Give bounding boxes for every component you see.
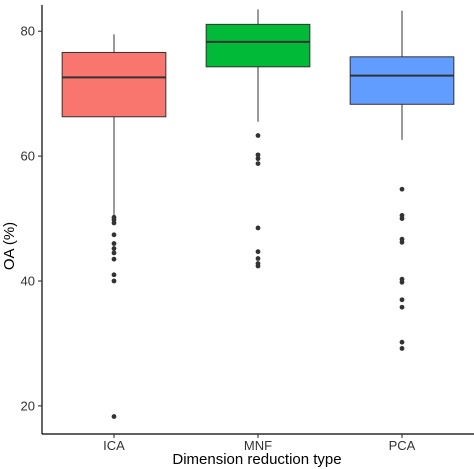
outlier-point [111, 278, 117, 284]
outlier-point [399, 216, 405, 221]
x-tick-label: PCA [389, 438, 416, 453]
outlier-point [255, 225, 261, 231]
box-ica [61, 34, 167, 419]
outlier-point [399, 279, 405, 285]
outlier-point [255, 133, 261, 138]
outlier-point [399, 297, 405, 303]
outlier-point [399, 304, 405, 310]
y-tick-label: 60 [21, 149, 35, 164]
x-tick-label: ICA [103, 438, 125, 453]
outlier-point [111, 414, 117, 419]
outlier-point [255, 161, 261, 167]
y-tick-label: 40 [21, 274, 35, 289]
outlier-point [255, 249, 261, 255]
outlier-point [111, 250, 117, 256]
box-rect [349, 56, 455, 105]
outlier-point [255, 256, 261, 261]
outlier-point [255, 156, 261, 162]
box-pca [349, 10, 455, 351]
box-rect [205, 23, 311, 68]
outlier-point [111, 232, 117, 238]
box-mnf [205, 9, 311, 269]
y-tick-label: 20 [21, 398, 35, 413]
x-axis-title: Dimension reduction type [172, 451, 341, 468]
outlier-point [255, 263, 261, 269]
outlier-point [399, 346, 405, 351]
outlier-point [399, 186, 405, 192]
outlier-point [399, 339, 405, 345]
y-tick-label: 80 [21, 24, 35, 39]
x-axis-ticks: ICA MNF PCA [103, 434, 416, 453]
y-axis-ticks: 20 40 60 80 [21, 24, 42, 413]
x-tick-label: MNF [244, 438, 272, 453]
outlier-point [399, 239, 405, 245]
box-rect [61, 51, 167, 118]
outlier-point [111, 272, 117, 278]
outlier-point [111, 220, 117, 226]
outlier-point [111, 256, 117, 262]
outlier-point [111, 246, 117, 251]
y-axis-title: OA (%) [1, 222, 18, 270]
outlier-point [111, 241, 117, 246]
plot-area [61, 9, 455, 419]
outlier-point [255, 152, 261, 158]
